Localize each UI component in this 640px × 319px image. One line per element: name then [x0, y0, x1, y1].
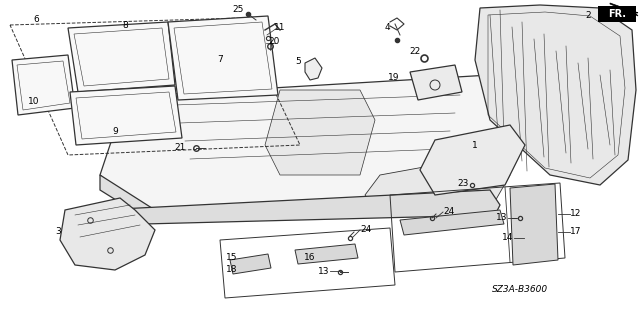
- Text: 14: 14: [502, 234, 514, 242]
- Polygon shape: [100, 175, 155, 220]
- Polygon shape: [305, 58, 322, 80]
- Polygon shape: [70, 86, 182, 145]
- Text: 19: 19: [388, 72, 400, 81]
- Polygon shape: [400, 210, 504, 235]
- Text: 6: 6: [33, 16, 39, 25]
- Text: 5: 5: [295, 57, 301, 66]
- Polygon shape: [295, 244, 358, 264]
- Polygon shape: [230, 254, 271, 274]
- Polygon shape: [610, 3, 638, 16]
- Text: 13: 13: [496, 213, 508, 222]
- Text: 12: 12: [570, 210, 582, 219]
- Text: SZ3A-B3600: SZ3A-B3600: [492, 286, 548, 294]
- Text: 11: 11: [275, 23, 285, 32]
- Text: 4: 4: [384, 23, 390, 32]
- Polygon shape: [510, 184, 558, 265]
- Polygon shape: [68, 22, 175, 92]
- Polygon shape: [12, 55, 75, 115]
- Text: 17: 17: [570, 227, 582, 236]
- Text: 20: 20: [268, 38, 280, 47]
- Polygon shape: [420, 125, 525, 195]
- Text: 1: 1: [472, 142, 478, 151]
- Text: 8: 8: [122, 21, 128, 31]
- FancyBboxPatch shape: [598, 6, 636, 22]
- Text: 24: 24: [360, 226, 372, 234]
- Polygon shape: [168, 16, 278, 100]
- Polygon shape: [60, 198, 155, 270]
- Text: 16: 16: [304, 253, 316, 262]
- Polygon shape: [475, 5, 636, 185]
- Text: 15: 15: [227, 253, 237, 262]
- Text: FR.: FR.: [608, 9, 626, 19]
- Polygon shape: [365, 155, 510, 215]
- Text: 23: 23: [458, 179, 468, 188]
- Text: 18: 18: [227, 264, 237, 273]
- Text: 25: 25: [232, 5, 244, 14]
- Text: 21: 21: [174, 143, 186, 152]
- Polygon shape: [100, 190, 500, 225]
- Text: 7: 7: [217, 56, 223, 64]
- Text: 24: 24: [444, 207, 454, 217]
- Polygon shape: [265, 90, 375, 175]
- Text: 10: 10: [28, 98, 40, 107]
- Polygon shape: [410, 65, 462, 100]
- Text: 13: 13: [318, 266, 330, 276]
- Text: 22: 22: [410, 48, 420, 56]
- Text: 2: 2: [585, 11, 591, 20]
- Polygon shape: [100, 75, 530, 215]
- Text: 9: 9: [112, 127, 118, 136]
- Text: 3: 3: [55, 227, 61, 236]
